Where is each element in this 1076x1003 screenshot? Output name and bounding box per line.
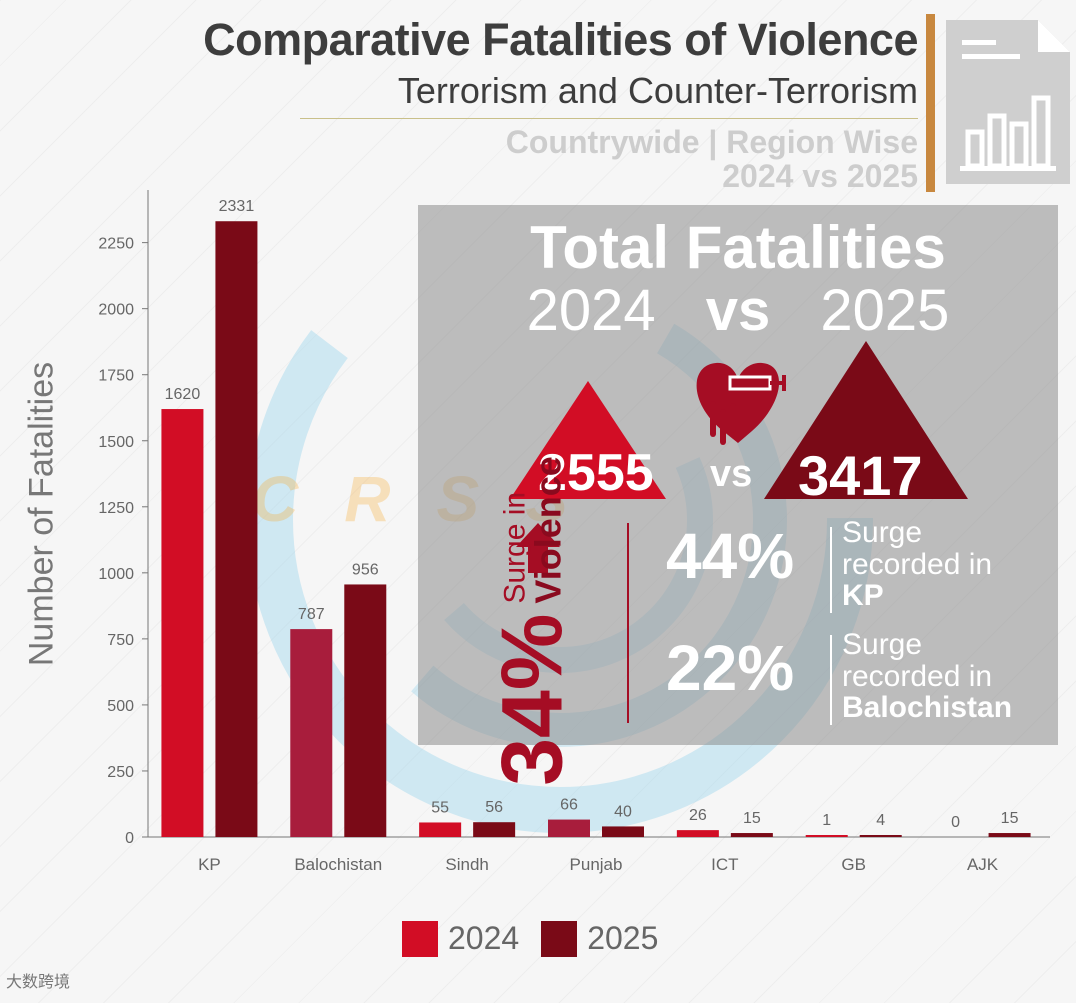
kp-surge-pct: 44% bbox=[666, 520, 795, 592]
x-tick-label-gb: GB bbox=[841, 855, 866, 874]
y-tick-label: 2000 bbox=[98, 302, 134, 319]
legend-swatch-2025 bbox=[541, 920, 578, 957]
balochistan-surge-pct: 22% bbox=[666, 632, 795, 704]
period-label: 2024 vs 2025 bbox=[722, 158, 918, 194]
data-label-sindh-2025: 56 bbox=[485, 799, 503, 816]
heart-syringe-icon bbox=[696, 362, 786, 445]
panel-heading: Total Fatalities bbox=[530, 214, 946, 281]
page-title: Comparative Fatalities of Violence bbox=[203, 14, 918, 65]
y-tick-label: 500 bbox=[107, 698, 134, 715]
data-label-ajk-2025: 15 bbox=[1001, 810, 1019, 827]
bar-balochistan-2025 bbox=[344, 584, 387, 837]
data-label-gb-2024: 1 bbox=[822, 812, 831, 829]
bar-kp-2025 bbox=[215, 221, 258, 838]
legend-label-2024: 2024 bbox=[448, 920, 520, 956]
arrow-up-icon bbox=[516, 523, 560, 573]
balochistan-stat-divider bbox=[830, 635, 832, 725]
chart-legend: 2024 2025 bbox=[402, 920, 680, 957]
triangle-2024 bbox=[510, 381, 666, 499]
bar-kp-2024 bbox=[161, 409, 204, 837]
data-label-kp-2024: 1620 bbox=[165, 386, 201, 403]
bar-gb-2024 bbox=[805, 835, 848, 837]
totals-vs-label: vs bbox=[710, 453, 753, 495]
panel-art bbox=[510, 341, 968, 573]
bar-punjab-2024 bbox=[548, 819, 590, 837]
y-tick-label: 1500 bbox=[98, 434, 134, 451]
footer-watermark: 大数跨境 bbox=[6, 974, 71, 991]
vs-label: vs bbox=[705, 278, 771, 343]
y-tick-label: 1750 bbox=[98, 368, 134, 385]
y-tick-label: 750 bbox=[107, 632, 134, 649]
bar-ict-2025 bbox=[730, 833, 773, 837]
data-label-kp-2025: 2331 bbox=[219, 198, 255, 215]
x-tick-label-sindh: Sindh bbox=[445, 855, 488, 874]
bar-ajk-2025 bbox=[988, 833, 1031, 837]
triangle-2025 bbox=[764, 341, 968, 499]
y-tick-label: 2250 bbox=[98, 236, 134, 253]
page-subtitle: Terrorism and Counter-Terrorism bbox=[397, 70, 918, 111]
title-divider bbox=[300, 118, 918, 119]
bar-ict-2024 bbox=[676, 830, 719, 837]
overall-surge-pct: 34% bbox=[484, 613, 581, 786]
y-tick-label: 250 bbox=[107, 764, 134, 781]
data-label-sindh-2024: 55 bbox=[431, 799, 449, 816]
kp-surge-text: Surge recorded in KP bbox=[842, 516, 993, 612]
data-label-gb-2025: 4 bbox=[876, 812, 885, 829]
x-tick-label-ajk: AJK bbox=[967, 855, 999, 874]
bar-gb-2025 bbox=[859, 835, 902, 837]
y-tick-label: 1000 bbox=[98, 566, 134, 583]
accent-bar bbox=[926, 14, 935, 192]
bar-balochistan-2024 bbox=[290, 629, 333, 837]
total-2024: 2555 bbox=[538, 444, 654, 502]
bar-punjab-2025 bbox=[602, 826, 644, 837]
data-label-ajk-2024: 0 bbox=[951, 814, 960, 831]
overall-surge-subject: Violence bbox=[527, 456, 568, 604]
x-tick-label-ict: ICT bbox=[711, 855, 738, 874]
data-label-balochistan-2024: 787 bbox=[298, 606, 325, 623]
data-label-balochistan-2025: 956 bbox=[352, 561, 379, 578]
panel-divider bbox=[627, 523, 629, 723]
y-tick-label: 0 bbox=[125, 830, 134, 847]
data-label-punjab-2025: 40 bbox=[614, 803, 632, 820]
overall-surge-label: Surge in bbox=[498, 491, 531, 604]
y-tick-label: 1250 bbox=[98, 500, 134, 517]
data-label-ict-2024: 26 bbox=[689, 807, 707, 824]
legend-label-2025: 2025 bbox=[587, 920, 659, 956]
year-a: 2024 bbox=[526, 278, 656, 343]
data-label-ict-2025: 15 bbox=[743, 810, 761, 827]
x-tick-label-balochistan: Balochistan bbox=[294, 855, 382, 874]
bar-sindh-2024 bbox=[419, 822, 462, 837]
x-tick-label-kp: KP bbox=[198, 855, 221, 874]
kp-stat-divider bbox=[830, 527, 832, 613]
year-b: 2025 bbox=[820, 278, 950, 343]
total-2025: 3417 bbox=[798, 444, 923, 507]
scope-label: Countrywide | Region Wise bbox=[505, 124, 918, 160]
bar-sindh-2025 bbox=[473, 822, 516, 837]
data-label-punjab-2024: 66 bbox=[560, 797, 578, 814]
legend-swatch-2024 bbox=[402, 920, 438, 957]
x-tick-label-punjab: Punjab bbox=[570, 855, 623, 874]
summary-panel: Total Fatalities 2024 vs 2025 2555 vs 34… bbox=[418, 205, 1058, 786]
year-comparison: 2024 vs 2025 bbox=[418, 277, 1058, 344]
report-chart-icon bbox=[946, 20, 1070, 184]
balochistan-surge-text: Surge recorded in Balochistan bbox=[842, 628, 1013, 724]
